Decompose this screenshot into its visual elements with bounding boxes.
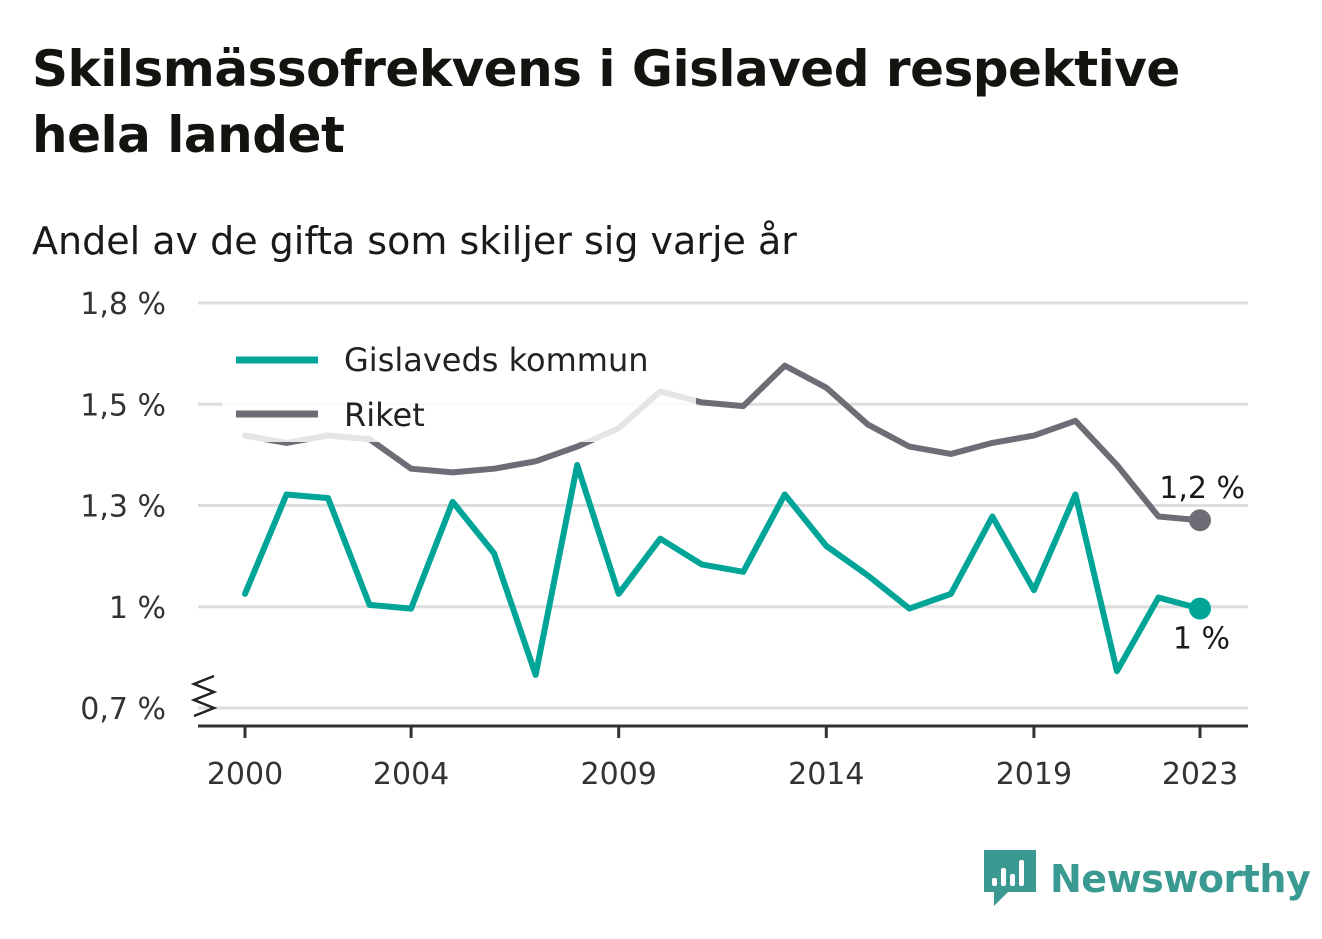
series-lines	[242, 362, 1211, 678]
x-tick-label: 2014	[788, 757, 864, 792]
x-tick-label: 2000	[207, 757, 283, 792]
x-axis: 2000 2004 2009 2014 2019 2023	[198, 724, 1248, 792]
y-tick-label: 1 %	[109, 591, 166, 626]
y-tick-label: 0,7 %	[80, 692, 166, 727]
brand-name: Newsworthy	[1050, 857, 1311, 901]
end-label-riket: 1,2 %	[1159, 471, 1245, 506]
legend-background	[222, 328, 696, 442]
y-tick-label: 1,5 %	[80, 388, 166, 423]
chart-subtitle: Andel av de gifta som skiljer sig varje …	[32, 219, 797, 263]
legend-label-gislaved: Gislaveds kommun	[344, 341, 649, 379]
x-tick-label: 2009	[581, 757, 657, 792]
bar-chart-icon	[984, 850, 1036, 906]
x-tick-label: 2004	[373, 757, 449, 792]
x-tick-label: 2019	[996, 757, 1072, 792]
series-line-riket	[242, 362, 1203, 524]
series-line-gislaved	[242, 462, 1203, 678]
y-tick-label: 1,8 %	[80, 287, 166, 322]
y-axis-ticks: 0,7 % 1 % 1,3 % 1,5 % 1,8 %	[80, 287, 218, 727]
x-tick-label: 2023	[1162, 757, 1238, 792]
legend-label-riket: Riket	[344, 396, 425, 434]
legend: Gislaveds kommun Riket	[222, 328, 696, 442]
axis-break-icon	[190, 674, 218, 718]
end-point-riket	[1189, 509, 1211, 532]
end-label-gislaved: 1 %	[1173, 622, 1230, 657]
chart-title: Skilsmässofrekvens i Gislaved respektive…	[32, 40, 1180, 164]
newsworthy-logo: Newsworthy	[980, 848, 1311, 910]
end-point-gislaved	[1189, 597, 1211, 620]
end-labels: 1,2 % 1 %	[1159, 471, 1245, 656]
y-tick-label: 1,3 %	[80, 490, 166, 525]
